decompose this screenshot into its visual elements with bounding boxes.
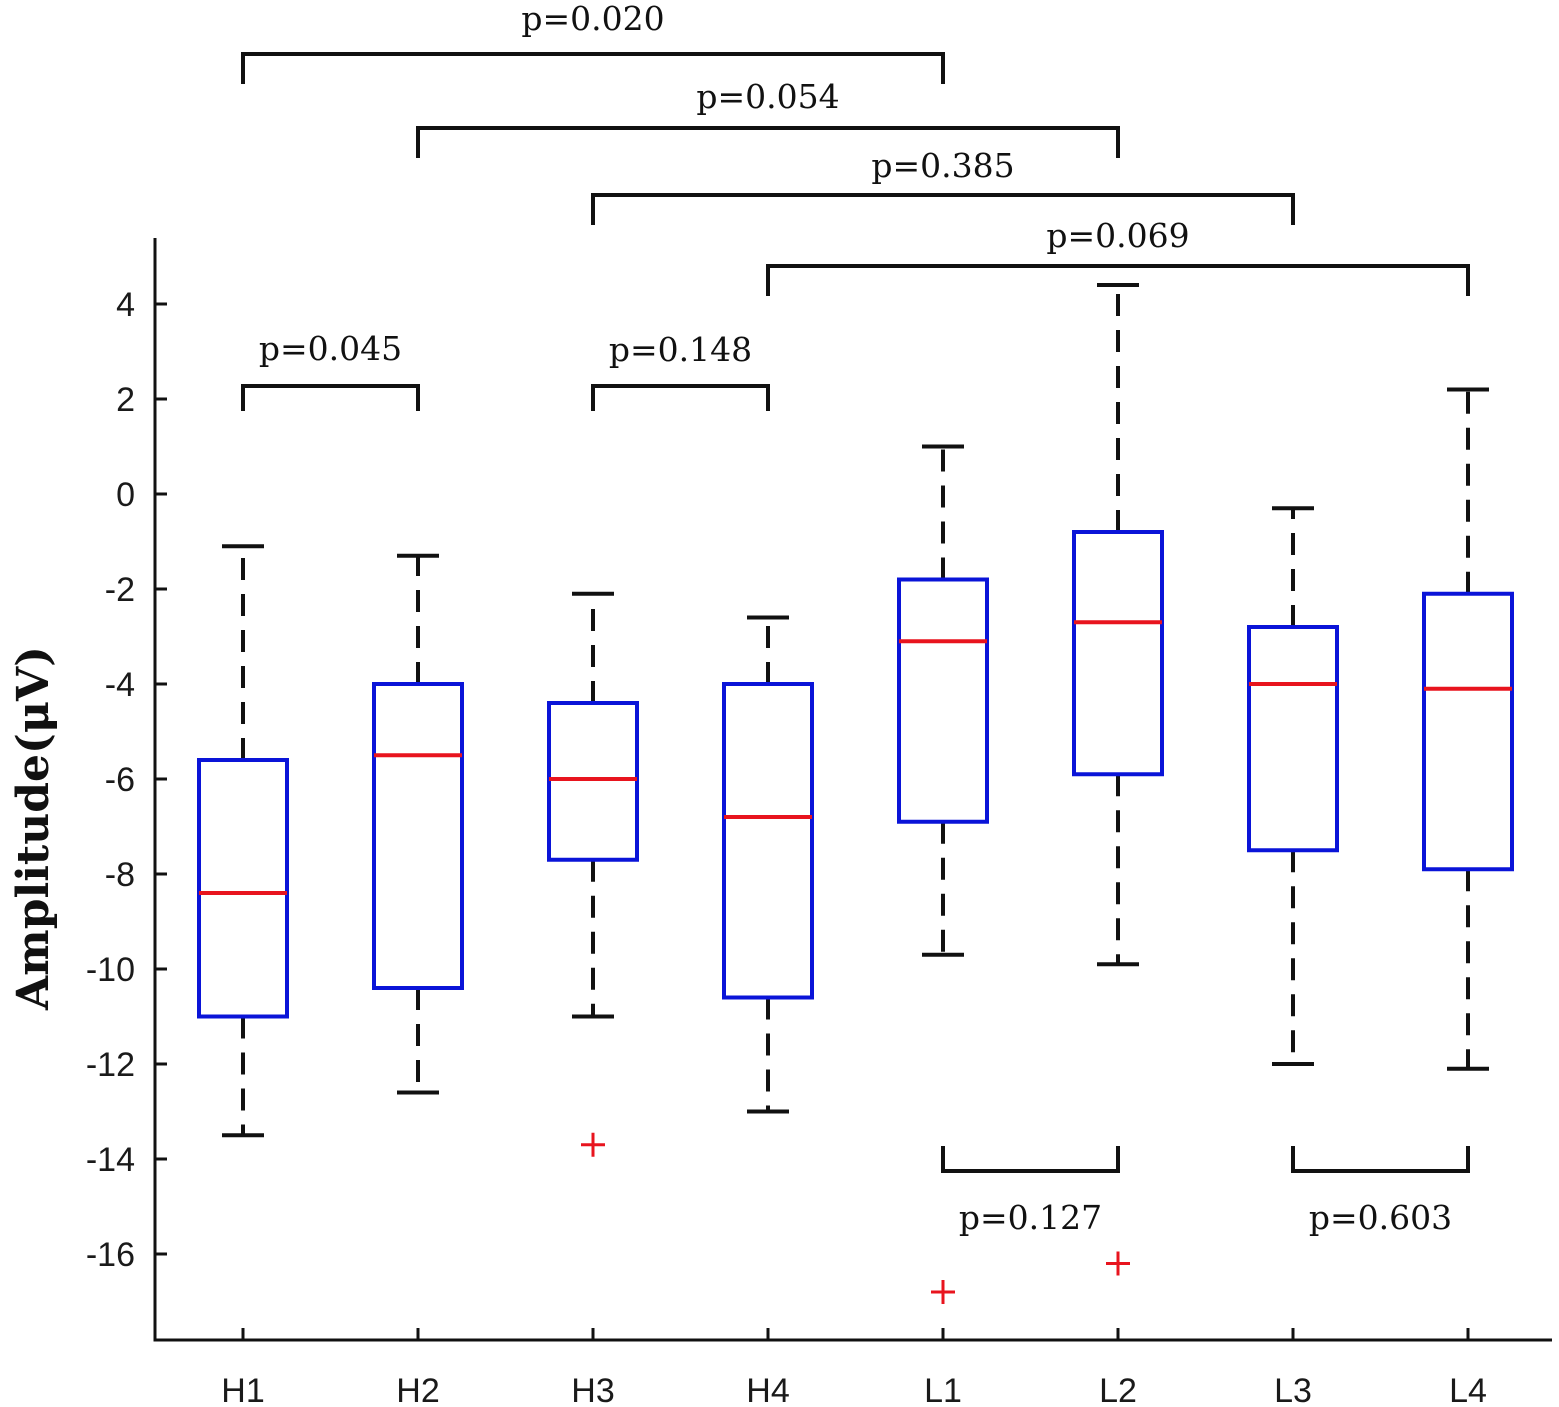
bracket-line: [1291, 1146, 1470, 1173]
bracket-l3-l4: p=0.603: [1291, 1146, 1470, 1237]
bracket-h4-l4: p=0.069: [766, 216, 1470, 296]
iqr-box: [1422, 591, 1514, 872]
outlier-marker: [931, 1280, 955, 1304]
x-tick-label: H1: [221, 1372, 264, 1407]
bracket-line: [416, 126, 1120, 158]
y-tick-label: -2: [105, 571, 135, 609]
p-value-label: p=0.127: [959, 1198, 1102, 1237]
p-value-label: p=0.069: [1046, 216, 1189, 255]
outlier-marker: [1106, 1251, 1130, 1276]
bracket-line: [241, 384, 420, 411]
iqr-box: [722, 682, 814, 1000]
box-h1: [197, 544, 289, 1138]
y-ticks: 4 2 0 -2 -4 -6 -8 -10 -12 -14 -16: [86, 286, 167, 1274]
x-tick-label: H3: [571, 1372, 614, 1407]
bracket-line: [241, 52, 945, 84]
bracket-h3-h4: p=0.148: [591, 330, 770, 411]
y-tick-label: -10: [86, 951, 135, 989]
bracket-line: [591, 384, 770, 411]
y-tick-label: -4: [105, 666, 135, 704]
box-l2: [1072, 283, 1164, 1276]
y-tick-label: -14: [86, 1141, 135, 1179]
p-value-label: p=0.148: [609, 330, 752, 369]
bracket-line: [766, 264, 1470, 296]
y-tick-label: -6: [105, 761, 135, 799]
x-tick-label: L3: [1274, 1372, 1312, 1407]
p-value-label: p=0.045: [259, 329, 402, 368]
significance-brackets: p=0.020 p=0.054 p=0.385 p=0.069 p=0.045 p=0.1…: [241, 0, 1470, 1237]
y-tick-label: -12: [86, 1046, 135, 1084]
x-tick-label: H4: [746, 1372, 789, 1407]
box-h2: [372, 553, 464, 1095]
y-tick-label: 4: [116, 286, 135, 324]
p-value-label: p=0.054: [696, 77, 839, 116]
bracket-h1-h2: p=0.045: [241, 329, 420, 411]
iqr-box: [1247, 625, 1339, 853]
box-h4: [722, 615, 814, 1114]
p-value-label: p=0.020: [521, 0, 664, 38]
boxes: [197, 283, 1514, 1304]
x-tick-label: L2: [1099, 1372, 1137, 1407]
box-l3: [1247, 506, 1339, 1066]
bracket-h1-l1: p=0.020: [241, 0, 945, 84]
bracket-line: [941, 1146, 1120, 1173]
iqr-box: [197, 758, 289, 1019]
box-l4: [1422, 387, 1514, 1071]
y-tick-label: -8: [105, 856, 135, 894]
iqr-box: [547, 701, 639, 862]
p-value-label: p=0.385: [871, 146, 1014, 185]
iqr-box: [372, 682, 464, 990]
x-ticks: H1 H2 H3 H4 L1 L2 L3 L4: [221, 1328, 1487, 1407]
iqr-box: [1072, 530, 1164, 777]
axes: [153, 238, 1552, 1342]
bracket-line: [591, 193, 1295, 225]
outlier-marker: [581, 1132, 605, 1157]
box-l1: [897, 444, 989, 1304]
bracket-h2-l2: p=0.054: [416, 77, 1120, 158]
x-tick-label: L4: [1449, 1372, 1487, 1407]
x-tick-label: L1: [924, 1372, 962, 1407]
p-value-label: p=0.603: [1309, 1198, 1452, 1237]
iqr-box: [897, 577, 989, 824]
x-tick-label: H2: [396, 1372, 439, 1407]
bracket-l1-l2: p=0.127: [941, 1146, 1120, 1237]
y-tick-label: 0: [116, 476, 135, 514]
y-tick-label: 2: [116, 381, 135, 419]
y-tick-label: -16: [86, 1236, 135, 1274]
bracket-h3-l3: p=0.385: [591, 146, 1295, 225]
box-h3: [547, 591, 639, 1157]
y-axis-label: Amplitude(μV): [8, 646, 59, 1011]
